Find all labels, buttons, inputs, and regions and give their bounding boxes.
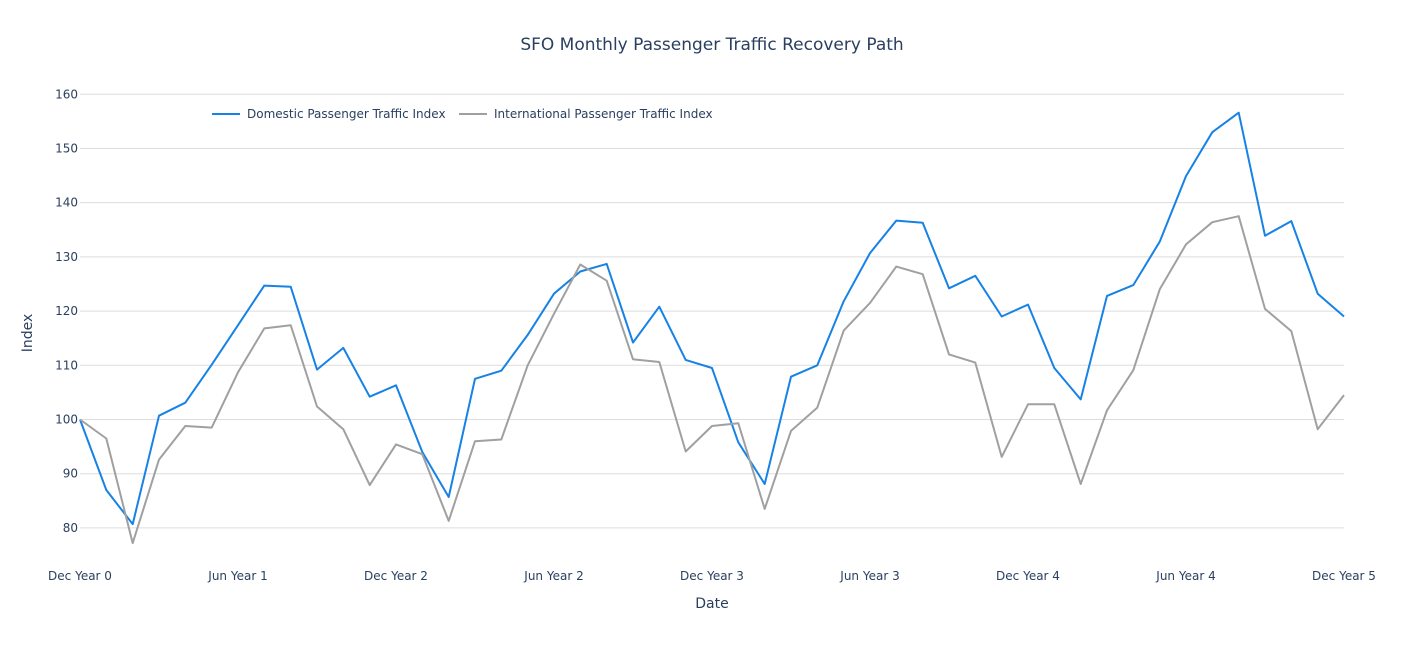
x-tick-label: Dec Year 2 [364,569,428,583]
y-tick-label: 90 [63,467,78,481]
y-tick-label: 100 [55,412,78,426]
y-tick-label: 150 [55,141,78,155]
x-tick-label: Jun Year 3 [839,569,899,583]
x-tick-label: Dec Year 5 [1312,569,1376,583]
x-tick-label: Dec Year 4 [996,569,1060,583]
x-tick-label: Jun Year 4 [1155,569,1215,583]
gridlines [80,93,1344,529]
y-tick-label: 80 [63,521,78,535]
x-tick-label: Jun Year 2 [523,569,583,583]
y-tick-label: 140 [55,196,78,210]
x-tick-label: Jun Year 1 [207,569,267,583]
x-axis-title: Date [695,596,728,612]
series-lines [79,111,1345,545]
series-line-international [79,215,1345,545]
legend-label: International Passenger Traffic Index [494,107,713,121]
x-axis-ticks: Dec Year 0 Jun Year 1 Dec Year 2 Jun Year 2… [48,569,1376,583]
x-tick-label: Dec Year 3 [680,569,744,583]
y-tick-label: 160 [55,87,78,101]
y-tick-label: 110 [55,358,78,372]
y-axis-ticks: 80 90 100 110 120 130 140 150 160 [55,87,78,535]
legend-label: Domestic Passenger Traffic Index [247,107,446,121]
chart-title: SFO Monthly Passenger Traffic Recovery P… [520,35,903,55]
series-line-domestic [79,111,1345,526]
y-axis-title: Index [20,314,36,353]
x-tick-label: Dec Year 0 [48,569,112,583]
legend: Domestic Passenger Traffic Index Internat… [206,102,723,126]
y-tick-label: 130 [55,250,78,264]
y-tick-label: 120 [55,304,78,318]
